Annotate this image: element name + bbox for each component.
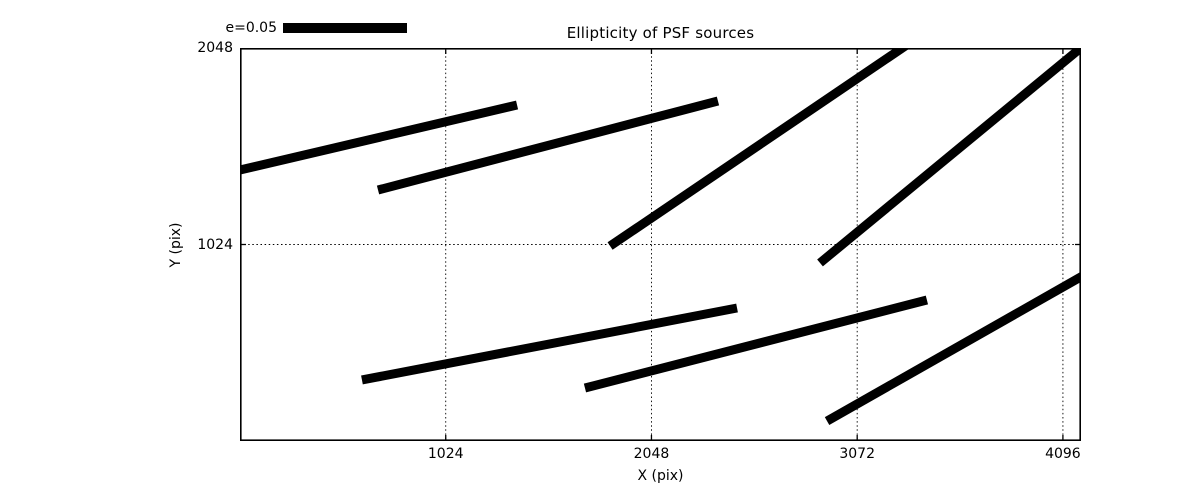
plot-area <box>240 48 1081 441</box>
x-tick-label-3072: 3072 <box>839 446 875 462</box>
whisker-segment-4 <box>817 48 1081 267</box>
legend-scale-bar <box>283 23 407 33</box>
x-tick-label-2048: 2048 <box>633 446 670 462</box>
whisker-segment-7 <box>824 271 1081 425</box>
whisker-segment-3 <box>607 48 911 250</box>
whisker-segment-1 <box>240 100 519 175</box>
whisker-segment-6 <box>583 295 929 393</box>
y-tick-label-1024: 1024 <box>197 236 233 253</box>
whisker-segment-2 <box>376 96 720 195</box>
whisker-group <box>240 48 1081 425</box>
x-tick-label-1024: 1024 <box>427 446 464 462</box>
x-axis-label: X (pix) <box>637 468 684 484</box>
y-axis-label: Y (pix) <box>168 222 184 268</box>
legend-label: e=0.05 <box>225 20 277 36</box>
x-tick-label-4096: 4096 <box>1045 446 1081 462</box>
plot-title: Ellipticity of PSF sources <box>566 24 755 42</box>
y-tick-label-2048: 2048 <box>197 40 233 56</box>
whisker-segment-5 <box>361 303 738 385</box>
axes-frame <box>240 48 1081 441</box>
